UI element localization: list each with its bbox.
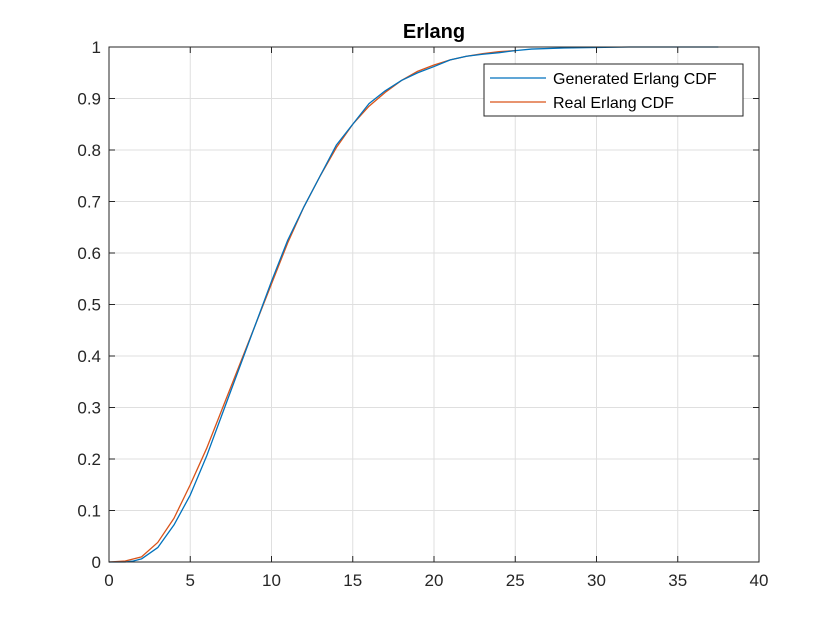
y-tick-label: 1 xyxy=(92,38,101,57)
x-tick-label: 20 xyxy=(425,571,444,590)
x-tick-label: 10 xyxy=(262,571,281,590)
x-tick-label: 40 xyxy=(750,571,769,590)
y-tick-label: 0.3 xyxy=(77,399,101,418)
legend-label-real: Real Erlang CDF xyxy=(553,95,674,112)
y-tick-label: 0.5 xyxy=(77,296,101,315)
series-line-generated xyxy=(109,46,719,563)
y-tick-label: 0.6 xyxy=(77,244,101,263)
series-layer xyxy=(108,46,719,563)
x-tick-label: 25 xyxy=(506,571,525,590)
y-tick-label: 0.8 xyxy=(77,141,101,160)
chart-title: Erlang xyxy=(403,21,465,43)
legend-label-generated: Generated Erlang CDF xyxy=(553,71,717,88)
x-tick-label: 0 xyxy=(104,571,113,590)
y-tick-label: 0.2 xyxy=(77,450,101,469)
legend-box xyxy=(483,63,744,117)
grid xyxy=(108,46,760,563)
y-tick-label: 0.9 xyxy=(77,90,101,109)
x-tick-label: 15 xyxy=(343,571,362,590)
legend: Generated Erlang CDF Real Erlang CDF xyxy=(483,63,744,117)
x-tick-label: 35 xyxy=(668,571,687,590)
y-tick-label: 0.7 xyxy=(77,193,101,212)
ticks: 0 5 10 15 20 25 30 35 40 0 0.1 0.2 0.3 0.4 0.5 0.6 0.7 0.… xyxy=(77,38,768,590)
x-tick-label: 5 xyxy=(186,571,195,590)
y-tick-label: 0 xyxy=(92,553,101,572)
x-tick-label: 30 xyxy=(587,571,606,590)
y-tick-label: 0.1 xyxy=(77,502,101,521)
y-tick-label: 0.4 xyxy=(77,347,101,366)
